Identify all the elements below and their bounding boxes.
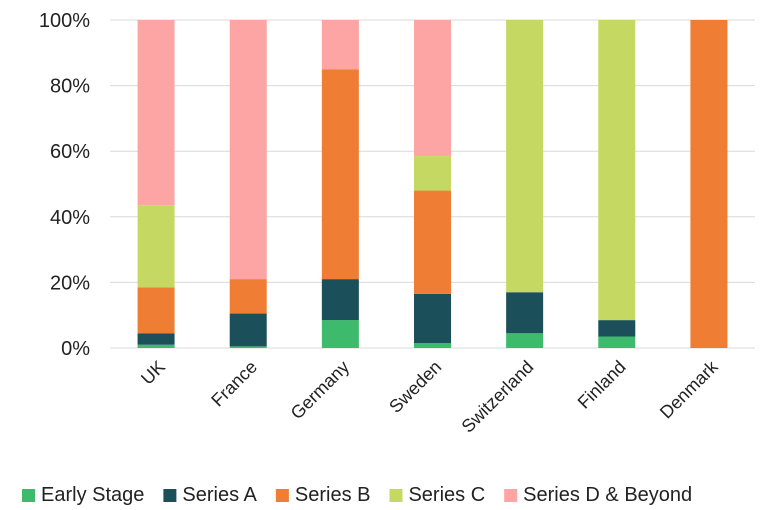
- bars: [137, 20, 728, 348]
- legend-swatch: [275, 489, 289, 502]
- bar-segment: [229, 346, 267, 348]
- legend-swatch: [163, 489, 177, 502]
- bar-segment: [506, 333, 544, 348]
- legend: Early Stage Series A Series B Series C Serie…: [22, 484, 692, 506]
- bar-segment: [414, 343, 451, 348]
- bar-segment: [506, 20, 544, 293]
- y-axis: 0% 20% 40% 60% 80% 100%: [39, 10, 90, 360]
- y-tick-label: 100%: [39, 10, 90, 32]
- y-tick-label: 80%: [50, 76, 90, 98]
- bar-segment: [414, 20, 451, 157]
- legend-swatch: [22, 489, 35, 502]
- bar-segment: [690, 20, 728, 348]
- bar-segment: [229, 279, 267, 314]
- bar-segment: [414, 190, 451, 294]
- bar-segment: [137, 344, 175, 348]
- y-tick-label: 60%: [50, 141, 90, 163]
- bar-segment: [137, 333, 175, 345]
- bar-segment: [414, 156, 451, 191]
- bar-segment: [598, 336, 636, 348]
- bar-segment: [506, 292, 544, 334]
- bar-segment: [137, 20, 175, 206]
- legend-label: Series D & Beyond: [523, 484, 692, 506]
- y-tick-label: 20%: [50, 272, 90, 294]
- x-tick-label: Germany: [287, 357, 353, 423]
- bar-segment: [137, 205, 175, 288]
- legend-label: Series B: [295, 484, 371, 506]
- x-axis: UK France Germany Sweden Switzerland Finland D…: [137, 356, 722, 437]
- legend-label: Early Stage: [41, 484, 144, 506]
- x-tick-label: UK: [137, 357, 169, 389]
- bar-segment: [321, 69, 359, 280]
- legend-swatch: [389, 489, 403, 502]
- bar-segment: [229, 313, 267, 347]
- bar-segment: [598, 320, 636, 337]
- x-tick-label: Finland: [574, 357, 630, 413]
- x-tick-label: Sweden: [385, 357, 445, 417]
- bar-segment: [321, 320, 359, 348]
- bar-segment: [137, 287, 175, 334]
- bar-segment: [321, 279, 359, 321]
- bar-segment: [321, 20, 359, 70]
- legend-label: Series A: [182, 484, 257, 506]
- x-tick-label: France: [207, 357, 261, 411]
- bar-segment: [414, 293, 451, 344]
- bar-segment: [598, 20, 636, 321]
- legend-label: Series C: [408, 484, 485, 506]
- y-tick-label: 40%: [50, 207, 90, 229]
- bar-segment: [229, 20, 267, 280]
- legend-swatch: [504, 489, 518, 502]
- x-tick-label: Switzerland: [458, 357, 538, 437]
- y-tick-label: 0%: [61, 338, 90, 360]
- x-tick-label: Denmark: [656, 356, 722, 422]
